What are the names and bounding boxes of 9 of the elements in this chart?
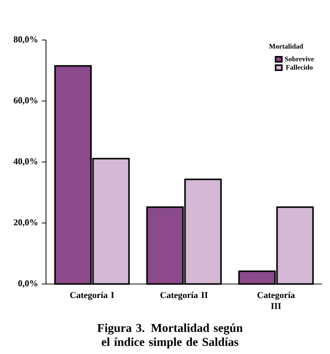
text: Figura 3. Mortalidad según el índice simple de Saldías: [97, 324, 243, 348]
y-tick-label: 0,0%: [18, 280, 38, 288]
x-tick-label: Categoría I: [70, 292, 114, 300]
x-tick-label: Categoría III: [257, 292, 295, 310]
x-tick-label: Categoría II: [160, 292, 208, 300]
y-tick-label: 60,0%: [14, 97, 38, 105]
y-tick-label: 20,0%: [14, 219, 38, 227]
y-tick-label: 80,0%: [14, 36, 38, 44]
y-tick-label: 40,0%: [14, 158, 38, 166]
